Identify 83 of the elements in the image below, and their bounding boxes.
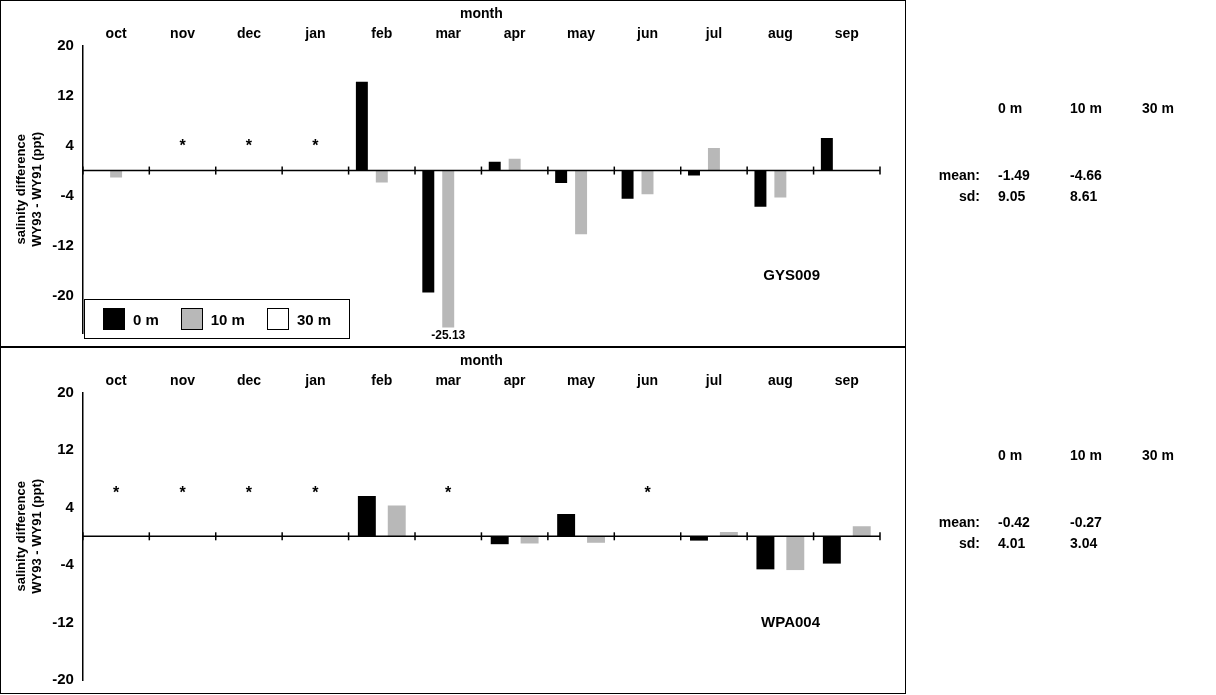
x-tick-label: jun xyxy=(636,372,659,389)
y-tick-label: -12 xyxy=(52,235,74,253)
x-tick-label: apr xyxy=(503,25,527,42)
annotation: * xyxy=(445,483,453,501)
x-tick-label: oct xyxy=(105,372,127,389)
x-tick-label: apr xyxy=(503,372,527,389)
annotation: * xyxy=(245,136,253,154)
x-tick-label: feb xyxy=(371,25,393,42)
bar xyxy=(786,536,805,571)
text: 3.04 xyxy=(1070,535,1098,551)
text: sd: xyxy=(959,188,980,204)
bar xyxy=(707,148,720,171)
annotation: * xyxy=(245,483,253,501)
annotation: WPA004 xyxy=(761,612,821,630)
x-tick-label: feb xyxy=(371,372,393,389)
bar xyxy=(387,505,406,537)
text: 0 m xyxy=(998,447,1023,463)
legend-label: 0 m xyxy=(132,310,159,328)
y-axis-title: salinity difference WY93 - WY91 (ppt) xyxy=(13,478,44,594)
y-tick-label: 12 xyxy=(57,85,74,103)
text: 10 m xyxy=(1070,100,1102,116)
x-axis-title: month xyxy=(460,5,503,22)
annotation: * xyxy=(312,136,320,154)
y-tick-label: -20 xyxy=(52,670,74,688)
annotation: * xyxy=(179,483,187,501)
y-tick-label: -12 xyxy=(52,612,74,630)
text: 30 m xyxy=(1142,447,1174,463)
y-tick-label: 20 xyxy=(57,35,74,53)
text: mean: xyxy=(938,514,980,530)
bar xyxy=(852,526,871,537)
text: 8.61 xyxy=(1070,188,1098,204)
text: -0.42 xyxy=(998,514,1030,530)
text: 0 m xyxy=(998,100,1023,116)
bar xyxy=(442,170,455,328)
x-tick-label: jan xyxy=(304,372,326,389)
x-tick-label: jul xyxy=(704,25,723,42)
data-label: -25.13 xyxy=(431,327,466,342)
y-tick-label: -20 xyxy=(52,285,74,303)
text: -0.27 xyxy=(1070,514,1102,530)
annotation: * xyxy=(179,136,187,154)
x-tick-label: aug xyxy=(767,372,793,389)
x-tick-label: nov xyxy=(170,372,196,389)
x-tick-label: dec xyxy=(236,25,262,42)
x-tick-label: jun xyxy=(636,25,659,42)
x-tick-label: jan xyxy=(304,25,326,42)
text: 10 m xyxy=(1070,447,1102,463)
legend-label: 30 m xyxy=(296,310,332,328)
text: 9.05 xyxy=(998,188,1026,204)
y-tick-label: 4 xyxy=(65,497,75,515)
x-tick-label: mar xyxy=(435,25,462,42)
x-tick-label: aug xyxy=(767,25,793,42)
bar xyxy=(375,170,388,183)
x-tick-label: may xyxy=(567,372,596,389)
text: 30 m xyxy=(1142,100,1174,116)
text: -4.66 xyxy=(1070,167,1102,183)
y-tick-label: 20 xyxy=(57,382,74,400)
y-axis-title: salinity difference WY93 - WY91 (ppt) xyxy=(13,131,44,247)
text: mean: xyxy=(938,167,980,183)
bar xyxy=(508,158,521,171)
annotation: * xyxy=(644,483,652,501)
x-tick-label: sep xyxy=(834,25,859,42)
y-tick-label: -4 xyxy=(60,185,75,203)
bar xyxy=(774,170,787,198)
annotation: * xyxy=(112,483,120,501)
x-tick-label: dec xyxy=(236,372,262,389)
x-tick-label: mar xyxy=(435,372,462,389)
y-tick-label: 4 xyxy=(65,135,75,153)
y-tick-label: 12 xyxy=(57,440,74,458)
x-tick-label: may xyxy=(567,25,596,42)
text: -1.49 xyxy=(998,167,1030,183)
x-tick-label: sep xyxy=(834,372,859,389)
x-tick-label: oct xyxy=(105,25,127,42)
bar xyxy=(719,531,738,537)
bar xyxy=(575,170,588,235)
legend-label: 10 m xyxy=(210,310,245,328)
annotation: * xyxy=(312,483,320,501)
text: sd: xyxy=(959,535,980,551)
y-tick-label: -4 xyxy=(60,555,75,573)
x-tick-label: nov xyxy=(170,25,196,42)
annotation: GYS009 xyxy=(763,265,820,283)
x-axis-title: month xyxy=(460,352,503,369)
text: 4.01 xyxy=(998,535,1026,551)
x-tick-label: jul xyxy=(704,372,723,389)
